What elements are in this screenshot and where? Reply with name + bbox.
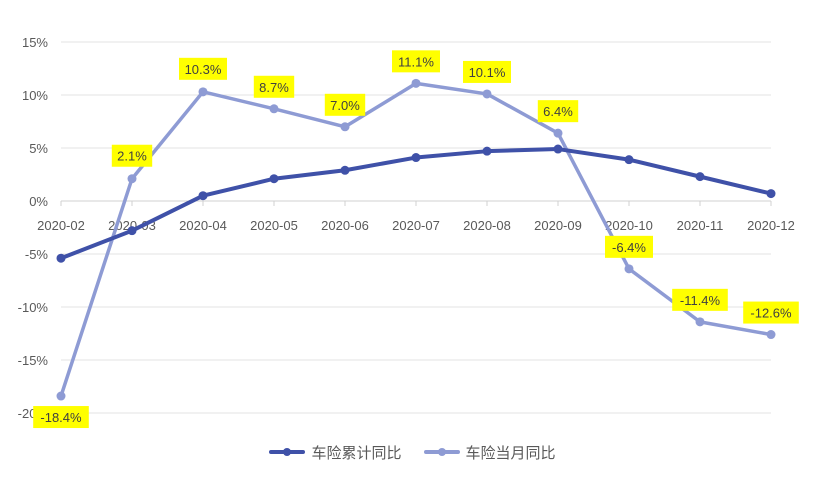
data-labels: -18.4% 2.1% 10.3% 8.7% 7.0% 11.1% 10.1% 6.4% -6.… (33, 50, 799, 429)
data-label: -6.4% (605, 235, 653, 258)
legend-label: 车险累计同比 (311, 443, 402, 462)
line-marker-icon (423, 446, 460, 458)
svg-text:-11.4%: -11.4% (680, 293, 721, 308)
data-point[interactable] (766, 330, 776, 340)
data-point[interactable] (127, 226, 137, 236)
data-point[interactable] (553, 144, 563, 154)
x-axis: 2020-02 2020-03 2020-04 2020-05 2020-06 2020-… (37, 201, 795, 233)
data-point[interactable] (340, 165, 350, 175)
svg-text:-12.6%: -12.6% (750, 306, 792, 321)
x-tick-label: 2020-05 (250, 218, 298, 233)
svg-text:11.1%: 11.1% (398, 54, 434, 69)
legend-label: 车险当月同比 (465, 443, 556, 462)
data-point[interactable] (695, 317, 705, 327)
svg-text:-18.4%: -18.4% (40, 410, 82, 425)
x-tick-label: 2020-07 (392, 218, 440, 233)
data-label: -11.4% (672, 288, 728, 311)
legend-item-monthly[interactable]: 车险当月同比 (423, 442, 556, 463)
x-tick-label: 2020-11 (677, 218, 724, 233)
data-label: 2.1% (111, 144, 153, 167)
series-line (59, 81, 773, 398)
y-tick-label: -5% (25, 247, 49, 262)
svg-text:2.1%: 2.1% (117, 149, 147, 164)
data-label: -12.6% (743, 301, 799, 324)
svg-text:10.1%: 10.1% (469, 65, 506, 80)
legend: 车险累计同比 车险当月同比 (0, 438, 825, 466)
y-axis: 15%10%5%0%-5%-10%-15%-20% (18, 35, 49, 421)
data-point[interactable] (553, 128, 563, 138)
x-tick-label: 2020-09 (534, 218, 582, 233)
data-label: 10.3% (179, 57, 227, 80)
y-tick-label: 0% (29, 194, 48, 209)
data-point[interactable] (127, 174, 137, 184)
data-point[interactable] (695, 172, 705, 182)
svg-text:7.0%: 7.0% (330, 98, 360, 113)
series-lines (56, 78, 776, 401)
data-label: 10.1% (463, 60, 511, 83)
x-tick-label: 2020-03 (108, 218, 156, 233)
data-point[interactable] (340, 122, 350, 132)
line-marker-icon (269, 446, 306, 458)
x-tick-label: 2020-04 (179, 218, 227, 233)
data-point[interactable] (482, 89, 492, 99)
svg-text:-6.4%: -6.4% (612, 240, 646, 255)
data-point[interactable] (269, 104, 279, 114)
data-point[interactable] (269, 174, 279, 184)
svg-text:10.3%: 10.3% (185, 62, 222, 77)
data-point[interactable] (766, 189, 776, 199)
data-point[interactable] (56, 253, 66, 263)
svg-text:8.7%: 8.7% (259, 80, 289, 95)
data-label: 11.1% (392, 50, 440, 73)
data-point[interactable] (624, 155, 634, 165)
data-label: -18.4% (33, 406, 89, 429)
data-point[interactable] (482, 146, 492, 156)
x-tick-label: 2020-10 (605, 218, 653, 233)
data-point[interactable] (198, 87, 208, 97)
x-tick-label: 2020-08 (463, 218, 511, 233)
data-point[interactable] (411, 153, 421, 163)
legend-item-cumulative[interactable]: 车险累计同比 (269, 442, 402, 463)
y-tick-label: 10% (22, 88, 48, 103)
x-tick-label: 2020-12 (747, 218, 795, 233)
data-label: 6.4% (537, 100, 579, 123)
y-tick-label: 15% (22, 35, 48, 50)
gridlines (61, 41, 771, 414)
y-tick-label: 5% (29, 141, 48, 156)
x-tick-label: 2020-02 (37, 218, 85, 233)
data-point[interactable] (411, 78, 421, 88)
y-tick-label: -10% (18, 300, 49, 315)
data-label: 7.0% (324, 93, 366, 116)
data-point[interactable] (198, 191, 208, 201)
data-point[interactable] (624, 264, 634, 274)
x-tick-label: 2020-06 (321, 218, 369, 233)
data-point[interactable] (56, 391, 66, 401)
y-tick-label: -15% (18, 353, 49, 368)
data-label: 8.7% (253, 75, 295, 98)
svg-text:6.4%: 6.4% (543, 104, 573, 119)
